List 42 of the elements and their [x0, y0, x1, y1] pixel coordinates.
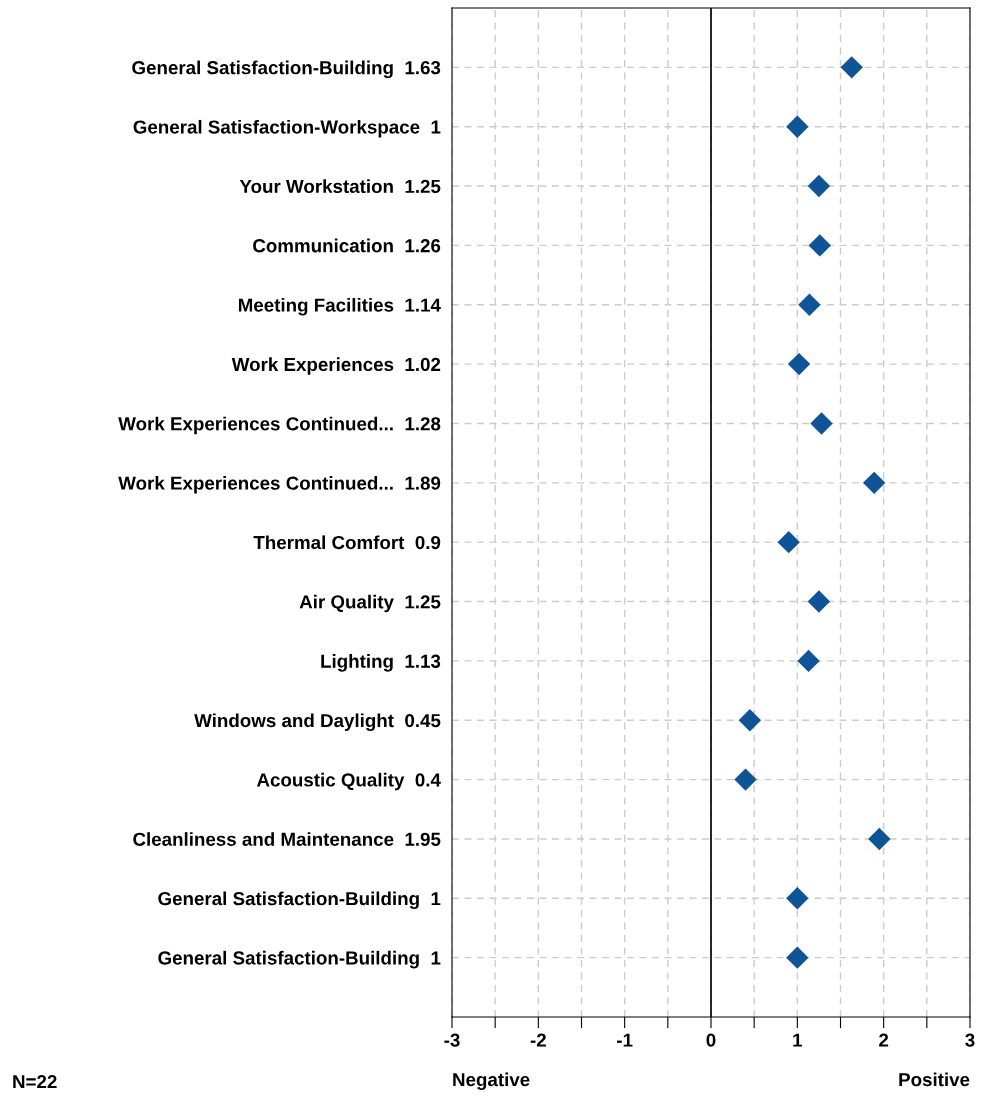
point — [786, 115, 809, 138]
y-tick-label: Air Quality 1.25 — [299, 594, 441, 613]
y-tick-label: Work Experiences Continued... 1.28 — [118, 416, 441, 435]
point — [786, 946, 809, 969]
y-tick-label: Communication 1.26 — [253, 238, 441, 253]
point — [808, 234, 831, 257]
point — [868, 827, 891, 851]
point — [787, 352, 811, 376]
point — [777, 530, 800, 554]
y-tick-label: General Satisfaction-Building 1 — [158, 891, 441, 910]
point — [807, 174, 831, 198]
text: N=22 — [13, 1075, 57, 1089]
y-tick-label: Cleanliness and Maintenance 1.95 — [133, 832, 441, 846]
text: Negative — [453, 1072, 530, 1091]
y-tick-label: General Satisfaction-Building 1 — [158, 950, 441, 969]
point — [798, 293, 821, 316]
y-tick-label: Acoustic Quality 0.4 — [256, 772, 441, 791]
point — [797, 649, 820, 673]
y-tick-label: Work Experiences Continued... 1.89 — [118, 476, 441, 494]
x-tick-label: -2 — [530, 1033, 546, 1047]
y-tick-label: Work Experiences 1.02 — [231, 357, 441, 375]
point — [810, 412, 833, 435]
text: Positive — [899, 1072, 970, 1087]
y-tick-label: General Satisfaction-Building 1.63 — [132, 60, 441, 79]
x-tick-label: 1 — [793, 1033, 803, 1047]
x-tick-label: 0 — [706, 1033, 716, 1047]
point — [734, 768, 757, 791]
point — [862, 471, 886, 495]
x-tick-label: -3 — [444, 1033, 460, 1047]
x-tick-label: 2 — [879, 1033, 889, 1047]
point — [807, 590, 831, 613]
x-tick-label: 3 — [965, 1033, 975, 1047]
x-tick-label: -1 — [617, 1033, 633, 1047]
y-tick-label: General Satisfaction-Workspace 1 — [133, 119, 441, 138]
y-tick-label: Your Workstation 1.25 — [239, 179, 441, 194]
point — [738, 709, 762, 732]
point — [786, 887, 809, 910]
y-tick-label: Thermal Comfort 0.9 — [253, 535, 441, 550]
y-tick-label: Lighting 1.13 — [321, 654, 441, 672]
y-tick-label: Meeting Facilities 1.14 — [238, 297, 441, 316]
y-tick-label: Windows and Daylight 0.45 — [194, 713, 441, 731]
point — [840, 56, 863, 79]
